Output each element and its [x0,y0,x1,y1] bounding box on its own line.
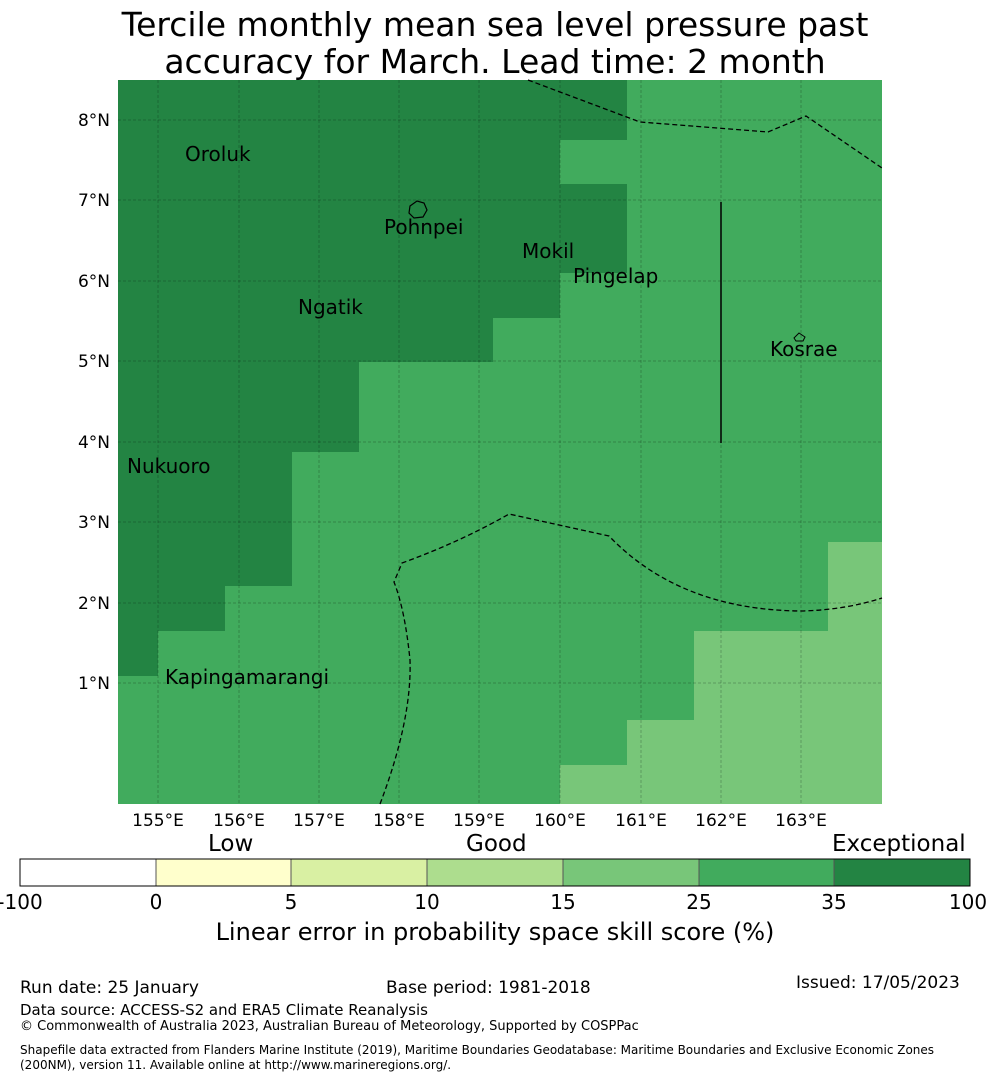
lon-tick: 162°E [695,811,747,831]
lat-tick: 3°N [78,513,110,533]
issued-date: Issued: 17/05/2023 [796,973,960,993]
colorbar-swatch [563,859,699,886]
shapefile-credit-line2: (200NM), version 11. Available online at… [20,1058,452,1072]
lat-tick: 2°N [78,594,110,614]
lat-tick: 1°N [78,674,110,694]
map-title-line1: Tercile monthly mean sea level pressure … [121,5,869,44]
lon-tick: 160°E [534,811,586,831]
place-label-pohnpei: Pohnpei [384,215,464,239]
lat-tick: 8°N [78,111,110,131]
colorbar [19,858,971,887]
lat-tick: 5°N [78,352,110,372]
place-label-kosrae: Kosrae [770,337,838,361]
longitude-tick-labels: 155°E 156°E 157°E 158°E 159°E 160°E 161°… [132,811,827,831]
pohnpei-island-outline [408,200,428,219]
place-label-ngatik: Ngatik [298,295,363,319]
data-source: Data source: ACCESS-S2 and ERA5 Climate … [20,1001,428,1019]
colorbar-tick: 100 [948,890,988,914]
colorbar-tick: 35 [821,890,847,914]
colorbar-swatch [834,859,970,886]
colorbar-swatch [291,859,427,886]
colorbar-swatch [699,859,834,886]
colorbar-frame [19,858,971,887]
lon-tick: 163°E [775,811,827,831]
colorbar-category-exceptional: Exceptional [832,831,966,857]
lon-tick: 161°E [615,811,667,831]
colorbar-swatch [20,859,156,886]
lon-tick: 158°E [373,811,425,831]
colorbar-tick: 0 [149,890,163,914]
map-title: Tercile monthly mean sea level pressure … [0,6,990,80]
eez-boundaries [379,79,883,805]
place-label-pingelap: Pingelap [573,264,658,288]
lon-tick: 155°E [132,811,184,831]
lon-tick: 157°E [293,811,345,831]
lat-tick: 4°N [78,433,110,453]
run-date: Run date: 25 January [20,978,199,998]
copyright: © Commonwealth of Australia 2023, Austra… [20,1019,639,1034]
kosrae-island-outline [793,332,806,342]
colorbar-label: Linear error in probability space skill … [215,918,775,946]
lon-tick: 156°E [213,811,265,831]
base-period: Base period: 1981-2018 [386,978,591,998]
colorbar-swatch [156,859,291,886]
place-labels: Oroluk Pohnpei Mokil Pingelap Ngatik Kos… [127,142,838,689]
colorbar-tick: 10 [414,890,440,914]
colorbar-tick: 5 [284,890,298,914]
place-label-mokil: Mokil [522,239,574,263]
latitude-tick-labels: 8°N 7°N 6°N 5°N 4°N 3°N 2°N 1°N [78,111,110,694]
colorbar-category-good: Good [466,831,527,857]
colorbar-category-low: Low [208,831,254,857]
map-gridlines [118,80,882,804]
lat-tick: 6°N [78,272,110,292]
colorbar-tick: 15 [550,890,576,914]
place-label-nukuoro: Nukuoro [127,454,211,478]
place-label-oroluk: Oroluk [185,142,251,166]
skill-region-exceptional [118,80,627,676]
colorbar-tick: 25 [686,890,712,914]
lon-tick: 159°E [453,811,505,831]
shapefile-credit-line1: Shapefile data extracted from Flanders M… [20,1043,935,1057]
map-title-line2: accuracy for March. Lead time: 2 month [164,42,826,81]
lat-tick: 7°N [78,191,110,211]
skill-region-good [560,542,882,804]
colorbar-swatch [427,859,563,886]
colorbar-tick: -100 [0,890,43,914]
place-label-kapingamarangi: Kapingamarangi [165,665,329,689]
